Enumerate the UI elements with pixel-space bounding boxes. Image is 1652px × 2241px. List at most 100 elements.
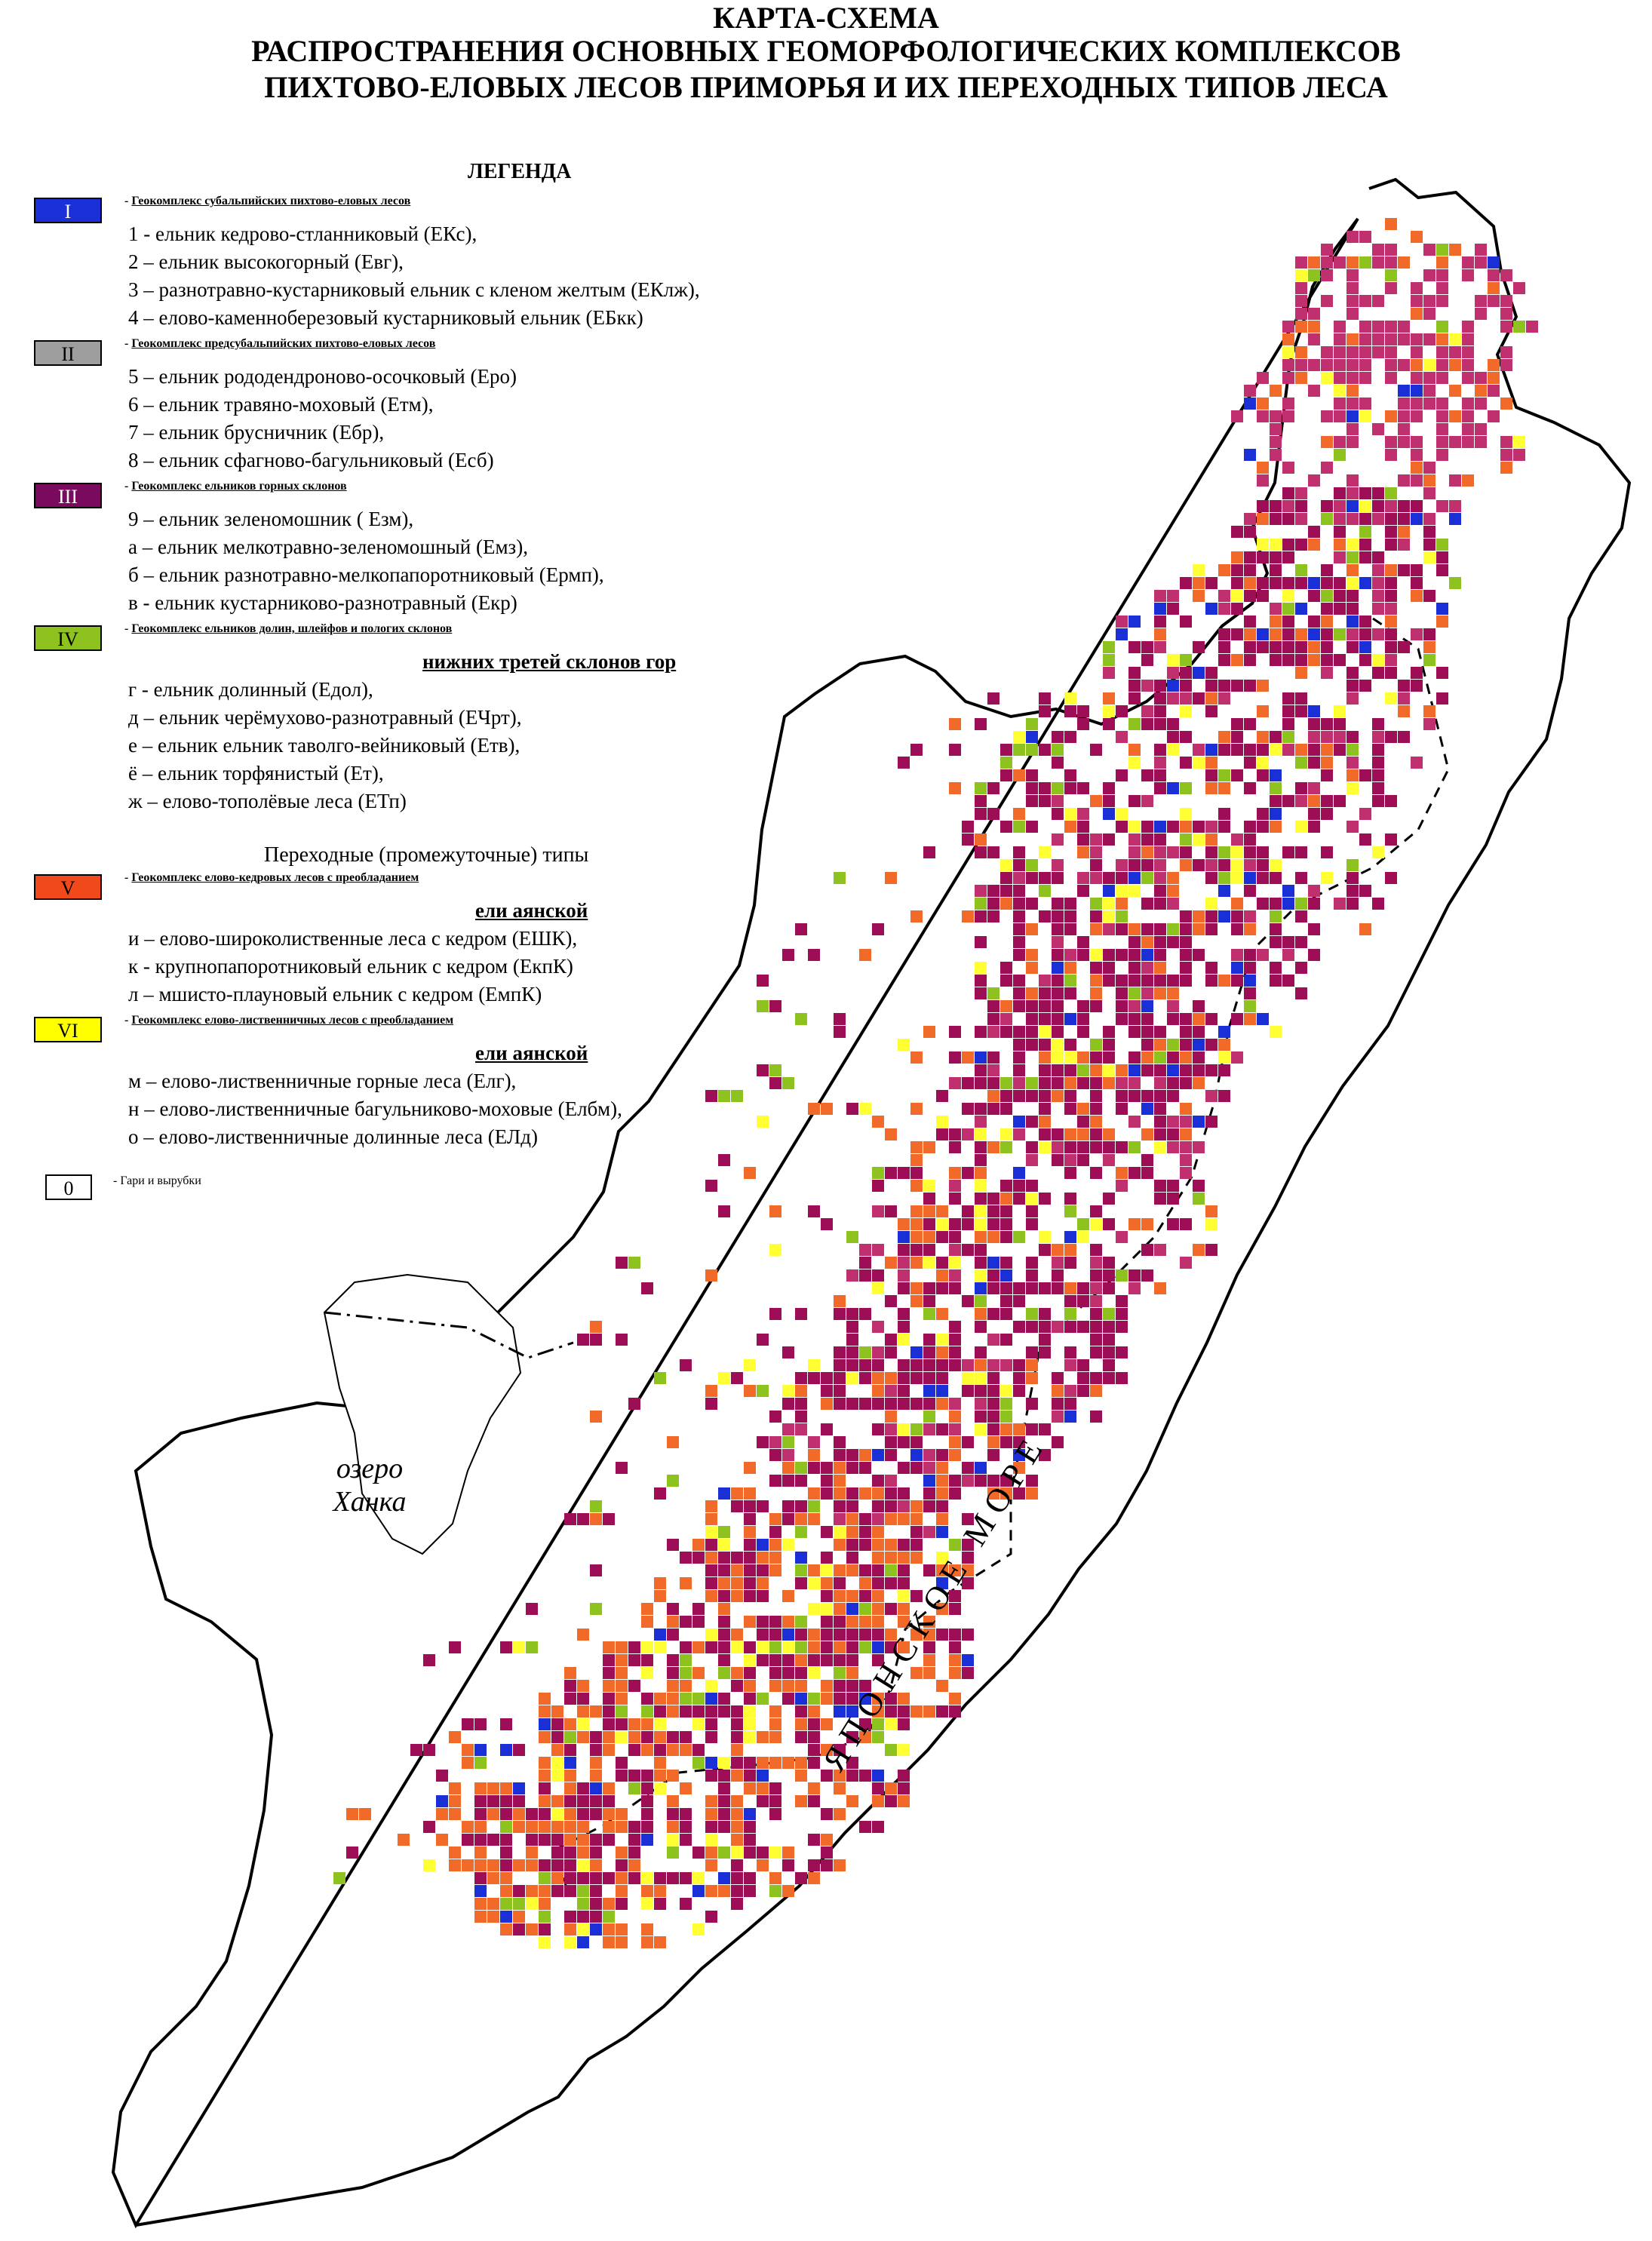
forest-cell (923, 1462, 935, 1474)
forest-cell (782, 1616, 794, 1628)
forest-cell (641, 1782, 653, 1794)
forest-cell (1218, 1064, 1230, 1076)
forest-cell (1334, 577, 1346, 589)
forest-cell (936, 1487, 948, 1500)
forest-cell (795, 1757, 807, 1769)
forest-cell (923, 1398, 935, 1410)
forest-cell (1077, 782, 1089, 794)
forest-cell (1346, 757, 1359, 769)
forest-cell (1308, 821, 1320, 833)
forest-cell (564, 1770, 576, 1782)
forest-cell (1308, 590, 1320, 602)
legend-item: в - ельник кустарниково-разнотравный (Ек… (128, 591, 517, 614)
forest-cell (564, 1667, 576, 1679)
forest-cell (1257, 731, 1269, 743)
forest-cell (526, 1923, 538, 1936)
forest-cell (1346, 372, 1359, 384)
forest-cell (834, 1398, 846, 1410)
forest-cell (654, 1693, 666, 1705)
forest-cell (1270, 449, 1282, 461)
forest-cell (1423, 372, 1436, 384)
forest-cell (898, 1693, 910, 1705)
forest-cell (1090, 1295, 1102, 1307)
forest-cell (1398, 692, 1410, 705)
forest-cell (859, 1641, 871, 1653)
forest-cell (1026, 898, 1038, 910)
forest-cell (1488, 295, 1500, 307)
forest-cell (641, 1808, 653, 1820)
forest-cell (692, 1872, 705, 1884)
forest-cell (1180, 757, 1192, 769)
forest-cell (718, 1821, 730, 1833)
forest-cell (1077, 1064, 1089, 1076)
forest-cell (1359, 808, 1371, 820)
forest-cell (1244, 962, 1256, 974)
forest-cell (821, 1564, 833, 1576)
forest-cell (1308, 949, 1320, 961)
forest-cell (1346, 256, 1359, 269)
forest-cell (1346, 385, 1359, 397)
forest-cell (564, 1680, 576, 1692)
forest-cell (1244, 385, 1256, 397)
forest-cell (1270, 808, 1282, 820)
forest-cell (859, 1821, 871, 1833)
forest-cell (1154, 757, 1166, 769)
forest-cell (1231, 603, 1243, 615)
forest-cell (705, 1641, 717, 1653)
forest-cell (1295, 564, 1307, 576)
forest-cell (808, 1859, 820, 1871)
forest-cell (834, 1013, 846, 1025)
legend-swatch-I: I (34, 198, 102, 223)
forest-cell (744, 1577, 756, 1589)
forest-cell (885, 1629, 897, 1641)
forest-cell (1180, 692, 1192, 705)
forest-cell (1295, 987, 1307, 999)
forest-cell (1052, 1385, 1064, 1397)
forest-cell (1116, 705, 1128, 717)
forest-cell (1154, 885, 1166, 897)
forest-cell (1488, 359, 1500, 371)
forest-cell (667, 1680, 679, 1692)
forest-cell (1205, 782, 1218, 794)
forest-cell (795, 1526, 807, 1538)
forest-cell (1385, 346, 1397, 358)
forest-cell (808, 1654, 820, 1666)
forest-cell (769, 1641, 781, 1653)
forest-cell (1103, 1064, 1115, 1076)
legend-item: 4 – елово-каменноберезовый кустарниковый… (128, 306, 643, 329)
forest-cell (680, 1680, 692, 1692)
forest-cell (1462, 256, 1474, 269)
forest-cell (1205, 1013, 1218, 1025)
forest-cell (1167, 603, 1179, 615)
forest-cell (923, 1346, 935, 1358)
forest-cell (910, 910, 923, 922)
forest-cell (834, 1539, 846, 1551)
forest-cell (1346, 603, 1359, 615)
forest-cell (846, 1308, 858, 1320)
forest-cell (590, 1898, 602, 1910)
forest-cell (987, 1231, 999, 1243)
forest-cell (757, 1770, 769, 1782)
forest-cell (910, 1552, 923, 1564)
forest-cell (1270, 564, 1282, 576)
forest-cell (1064, 1064, 1076, 1076)
forest-cell (1128, 1026, 1141, 1038)
forest-cell (1295, 744, 1307, 756)
forest-cell (616, 1680, 628, 1692)
legend-group-title: - Геокомплекс елово-кедровых лесов с пре… (124, 871, 419, 885)
forest-cell (1308, 718, 1320, 730)
forest-cell (910, 1295, 923, 1307)
forest-cell (564, 1834, 576, 1846)
forest-cell (923, 1654, 935, 1666)
forest-cell (1398, 641, 1410, 653)
forest-cell (1026, 872, 1038, 884)
forest-cell (910, 1141, 923, 1153)
forest-cell (641, 1641, 653, 1653)
forest-cell (1116, 1141, 1128, 1153)
forest-cell (1064, 1154, 1076, 1166)
forest-cell (1231, 718, 1243, 730)
forest-cell (1270, 577, 1282, 589)
forest-cell (1116, 910, 1128, 922)
forest-cell (1026, 782, 1038, 794)
forest-cell (1411, 577, 1423, 589)
